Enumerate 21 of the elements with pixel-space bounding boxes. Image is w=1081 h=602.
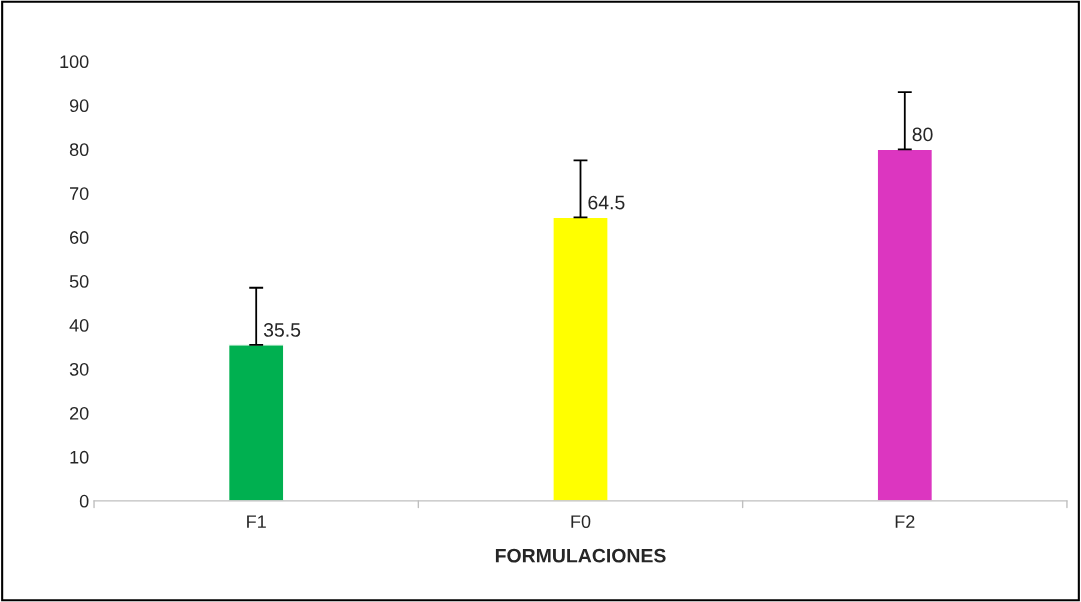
bar: [876, 148, 934, 501]
y-tick-label: 90: [69, 99, 89, 113]
y-tick-label: 50: [69, 275, 89, 288]
data-label: 80: [912, 127, 933, 142]
y-tick-label: 80: [69, 143, 89, 157]
y-tick-label: 30: [69, 362, 89, 376]
data-label: 35.5: [263, 323, 301, 337]
x-tick-label: F1: [247, 515, 266, 528]
x-tick-label: F0: [571, 515, 591, 529]
y-tick-label: 100: [60, 55, 89, 69]
bar: [227, 344, 285, 501]
y-tick-label: 10: [70, 450, 89, 464]
y-tick-label: 0: [79, 494, 89, 508]
data-label: 64.5: [588, 195, 625, 210]
y-tick-label: 70: [70, 187, 89, 200]
x-tick-label: F2: [895, 515, 915, 528]
y-tick-label: 60: [70, 231, 89, 244]
x-axis-title: FORMULACIONES: [495, 548, 666, 563]
bar: [552, 216, 609, 501]
y-tick-label: 20: [70, 406, 89, 420]
y-tick-label: 40: [69, 319, 89, 332]
